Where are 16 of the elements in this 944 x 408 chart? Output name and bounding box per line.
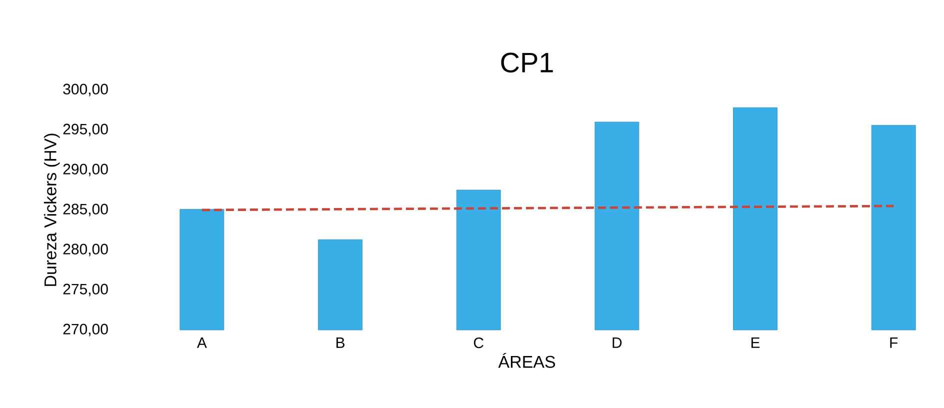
x-tick-label: D xyxy=(612,338,622,348)
y-tick-label: 270,00 xyxy=(63,324,108,336)
y-tick-label: 300,00 xyxy=(63,84,108,96)
x-tick-label: E xyxy=(751,338,760,348)
x-tick-label: C xyxy=(474,338,484,348)
y-tick-label: 290,00 xyxy=(63,164,108,176)
y-tick-label: 295,00 xyxy=(63,124,108,136)
y-axis-title: Dureza Vickers (HV) xyxy=(44,134,60,286)
x-tick-label: F xyxy=(890,338,898,348)
y-tick-label: 285,00 xyxy=(63,204,108,216)
y-tick-label: 280,00 xyxy=(63,244,108,256)
y-tick-label: 275,00 xyxy=(63,284,108,296)
chart-title: CP1 xyxy=(501,52,553,73)
x-tick-label: A xyxy=(196,338,207,348)
x-tick-label: B xyxy=(336,338,344,348)
x-axis-title: ÁREAS xyxy=(498,352,556,368)
